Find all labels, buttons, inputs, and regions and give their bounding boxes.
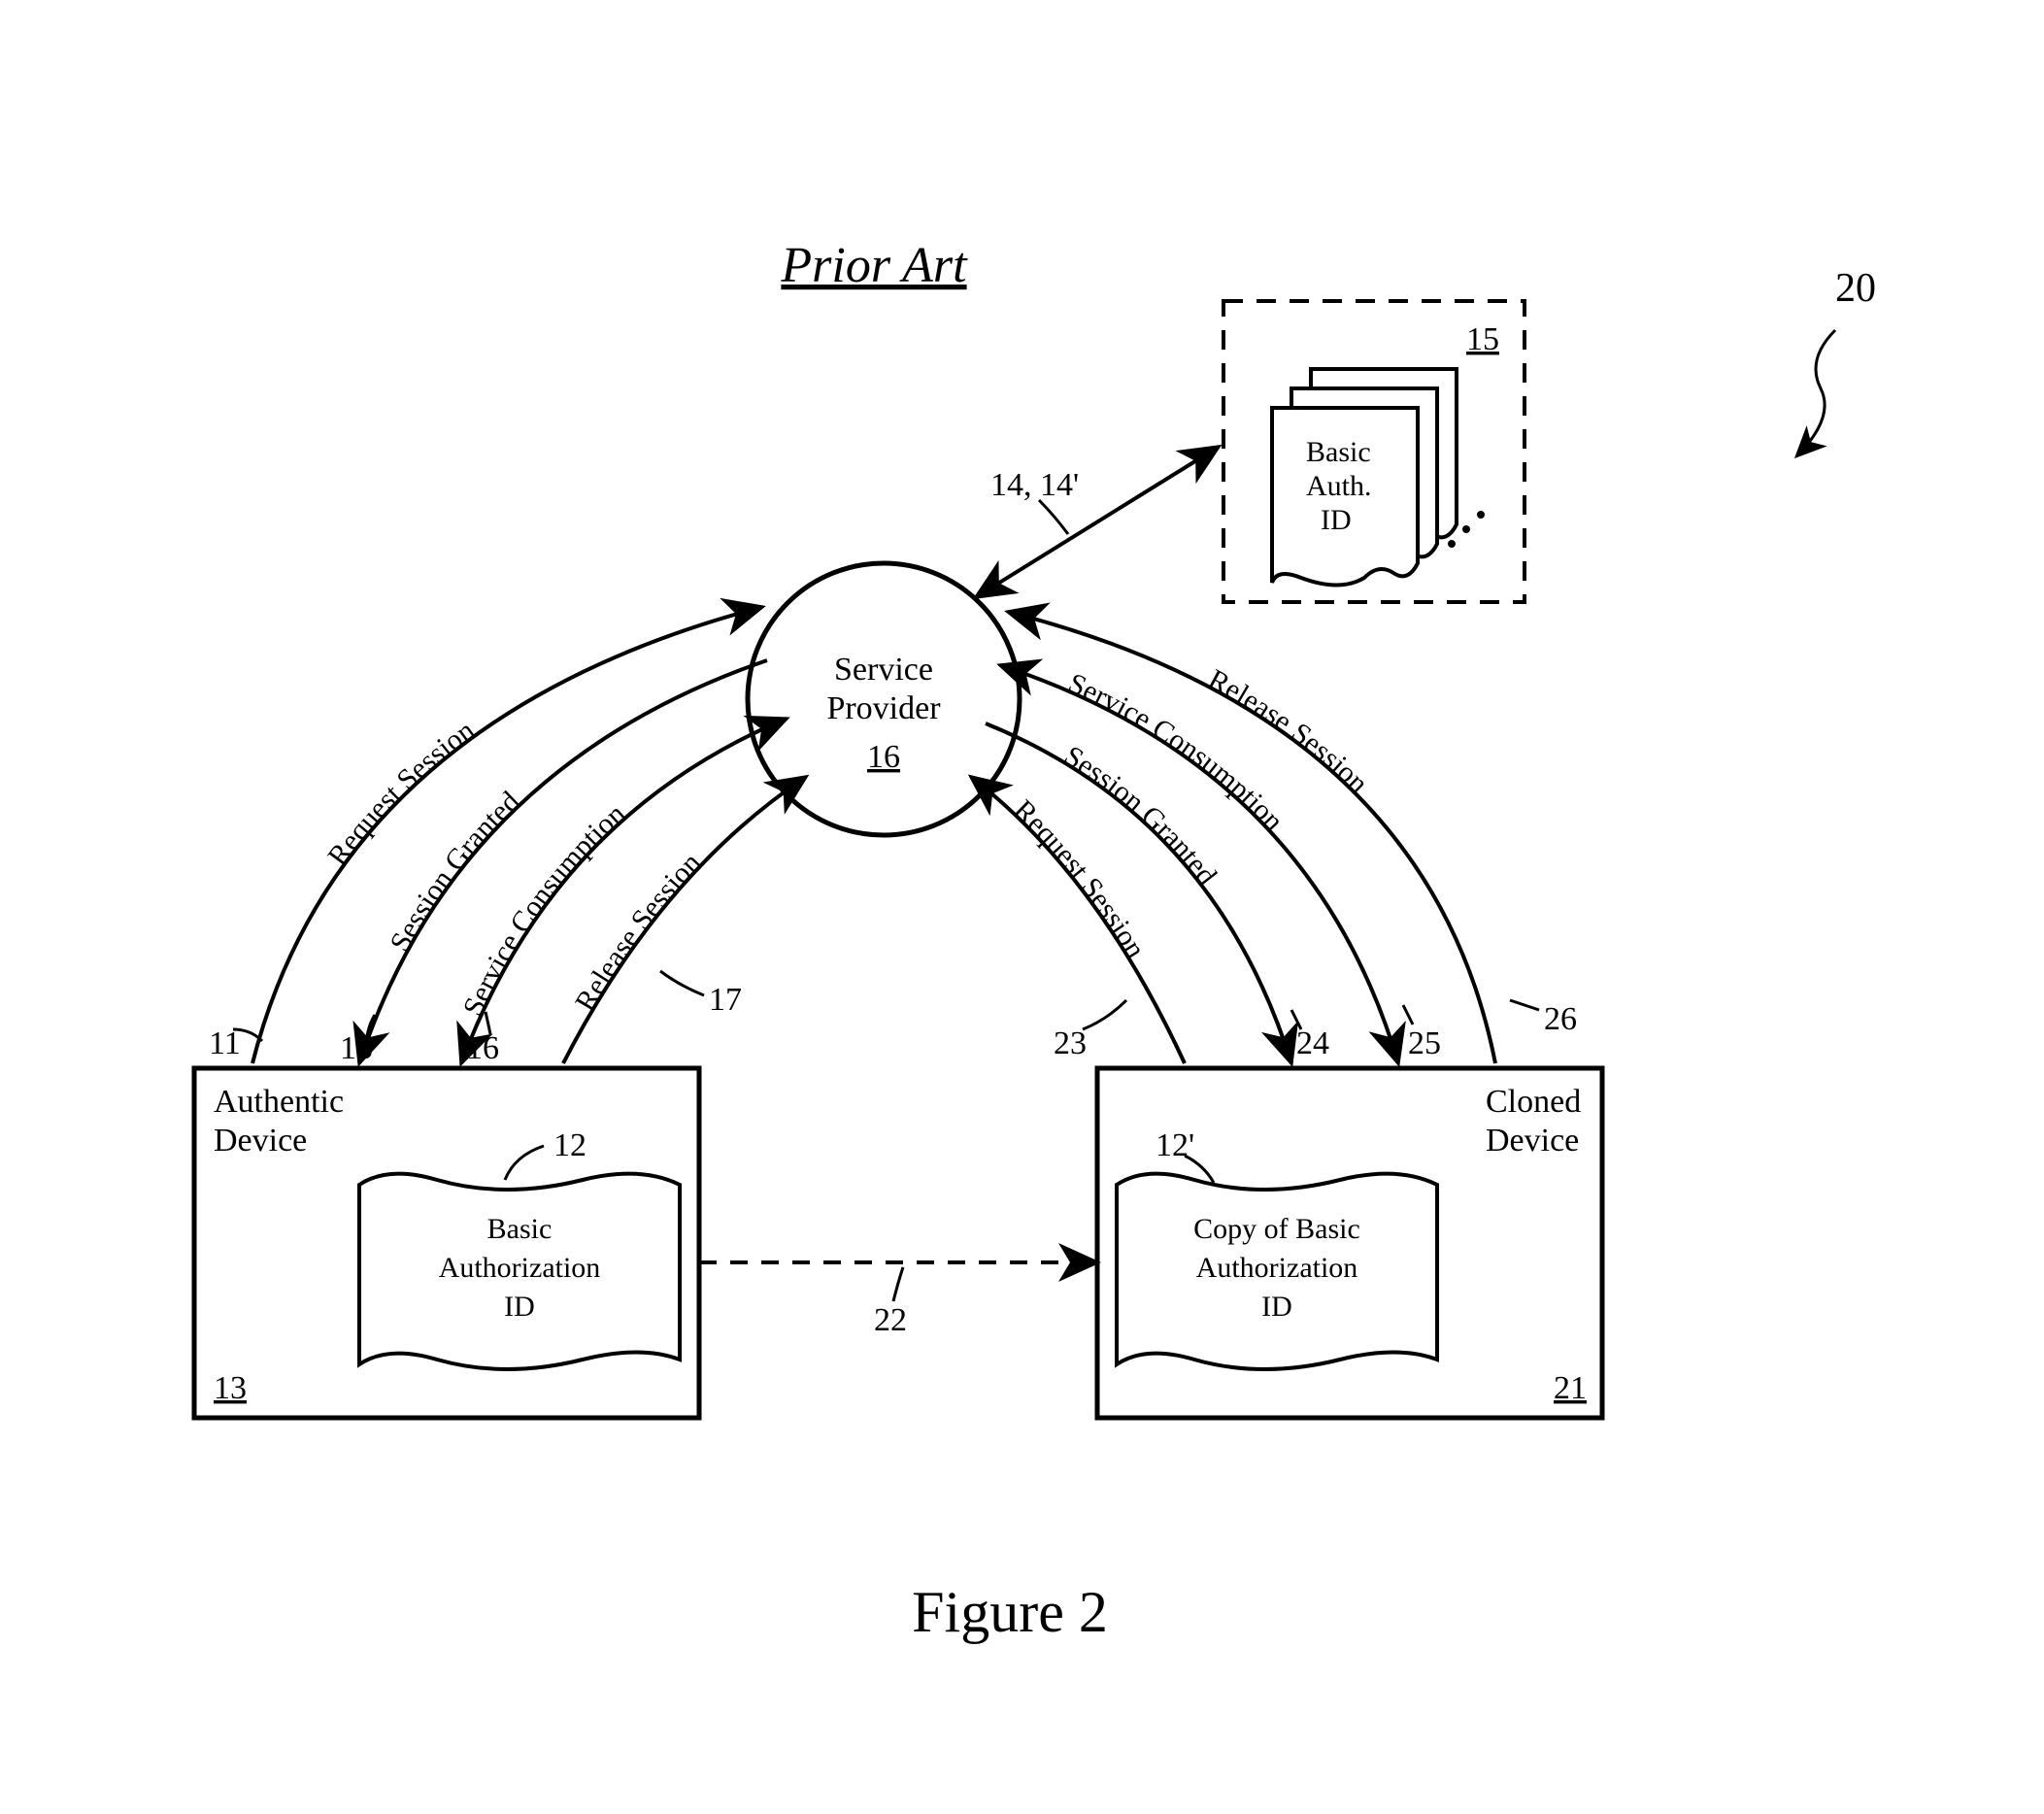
ref-26-line xyxy=(1510,1000,1539,1010)
clone-link-ref: 22 xyxy=(874,1302,907,1338)
auth-db-label2: Auth. xyxy=(1306,470,1372,502)
edge-left-request-session xyxy=(252,607,762,1063)
figure-ref-20: 20 xyxy=(1835,266,1876,311)
ref-25: 25 xyxy=(1408,1025,1441,1061)
basic-auth-id-label2: Authorization xyxy=(439,1252,601,1284)
basic-auth-id-ref: 12 xyxy=(553,1127,586,1163)
ref-20-squiggle xyxy=(1796,330,1835,456)
authentic-device-label1: Authentic xyxy=(214,1084,344,1120)
cloned-device-label1: Cloned xyxy=(1486,1084,1581,1120)
figure-caption: Figure 2 xyxy=(912,1580,1108,1644)
prior-art-title: Prior Art xyxy=(780,238,968,293)
edge-left-release-session-label: Release Session xyxy=(569,847,707,1017)
auth-db-label3: ID xyxy=(1321,504,1352,536)
copy-auth-id-label2: Authorization xyxy=(1196,1252,1358,1284)
ref-17: 17 xyxy=(709,982,742,1018)
basic-auth-id-label1: Basic xyxy=(487,1213,553,1245)
auth-link-ref: 14, 14' xyxy=(990,467,1079,503)
copy-auth-id-label3: ID xyxy=(1261,1291,1292,1323)
cloned-device-ref: 21 xyxy=(1554,1370,1587,1406)
ref-25-line xyxy=(1403,1005,1413,1025)
authentic-device-ref: 13 xyxy=(214,1370,247,1406)
service-provider-label1: Service xyxy=(834,652,933,688)
authentic-device-label2: Device xyxy=(214,1123,307,1159)
ref-17-line xyxy=(660,971,704,995)
ref-16: 16 xyxy=(466,1030,499,1066)
service-provider-label2: Provider xyxy=(826,690,941,726)
ref-23: 23 xyxy=(1054,1025,1087,1061)
service-provider-ref: 16 xyxy=(867,739,900,775)
auth-link-ref-line xyxy=(1039,500,1068,534)
auth-db-ref: 15 xyxy=(1466,321,1499,357)
auth-db-papers: Basic Auth. ID xyxy=(1272,369,1485,586)
auth-db-label1: Basic xyxy=(1306,436,1371,468)
clone-link-ref-line xyxy=(893,1267,903,1301)
basic-auth-id-label3: ID xyxy=(504,1291,535,1323)
ref-26: 26 xyxy=(1544,1001,1577,1037)
ref-24: 24 xyxy=(1296,1025,1329,1061)
ref-23-line xyxy=(1083,1000,1126,1029)
copy-auth-id-label1: Copy of Basic xyxy=(1193,1213,1360,1245)
edge-right-request-session-label: Request Session xyxy=(1007,793,1151,963)
cloned-device-label2: Device xyxy=(1486,1123,1579,1159)
